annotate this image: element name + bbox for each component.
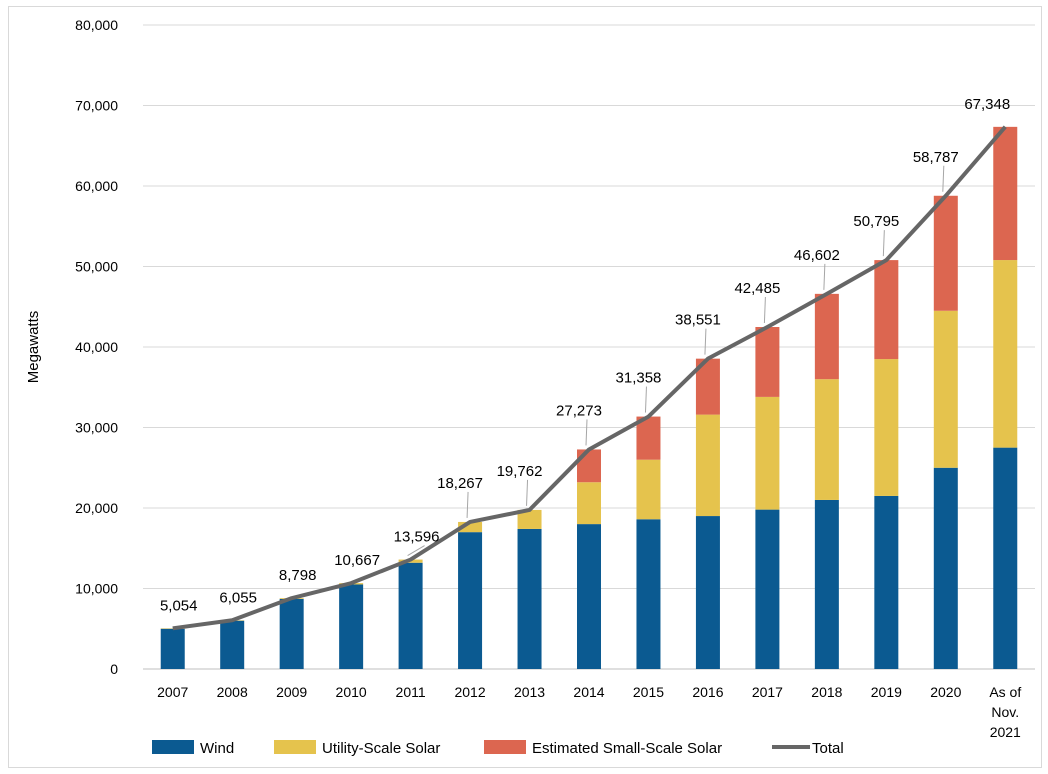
leader-line [882,230,885,257]
bar-utility-scale-solar [577,482,601,525]
bar-estimated-small-scale-solar [636,416,661,460]
bar-utility-scale-solar [636,459,661,520]
bar-utility-scale-solar [517,509,542,529]
legend-swatch [484,740,526,754]
legend-label: Estimated Small-Scale Solar [532,740,722,757]
bar-estimated-small-scale-solar [874,260,899,360]
total-label: 10,667 [334,552,380,569]
total-label: 31,358 [616,370,662,387]
x-tick-label: Nov. [991,704,1019,720]
legend-label: Total [812,740,844,757]
x-tick-label: 2011 [396,684,426,700]
leader-line [585,419,588,446]
bar-wind [279,598,304,669]
y-tick-label: 70,000 [75,98,118,114]
leader-line [407,545,425,556]
legend-label: Utility-Scale Solar [322,740,440,757]
total-label: 46,602 [794,247,840,264]
x-tick-label: 2010 [336,684,367,700]
total-label: 18,267 [437,475,483,492]
bar-wind [458,532,483,669]
total-label: 38,551 [675,312,721,329]
leader-line [526,479,529,506]
legend-swatch [274,740,316,754]
x-tick-label: As of [989,684,1021,700]
bars [160,126,1018,669]
leader-line [942,165,945,192]
total-line [172,125,1007,631]
bar-wind [814,499,839,669]
x-tick-label: 2021 [990,724,1021,740]
bar-wind [220,620,245,669]
leader-line [704,328,707,355]
legend-swatch [152,740,194,754]
y-tick-label: 40,000 [75,339,118,355]
x-tick-label: 2009 [276,684,307,700]
bar-wind [636,519,661,669]
y-tick-label: 80,000 [75,17,118,33]
bar-wind [993,447,1018,669]
bar-wind [160,628,185,669]
legend-label: Wind [200,740,234,757]
leader-line [644,386,647,413]
x-tick-label: 2015 [633,684,664,700]
total-label: 67,348 [964,96,1010,113]
bar-utility-scale-solar [755,396,780,510]
total-label: 5,054 [160,597,198,614]
total-label: 19,762 [497,463,543,480]
bar-estimated-small-scale-solar [993,126,1018,261]
total-label: 50,795 [853,213,899,230]
y-tick-label: 50,000 [75,259,118,275]
x-tick-label: 2018 [811,684,842,700]
x-tick-label: 2017 [752,684,783,700]
x-tick-label: 2016 [692,684,723,700]
bar-wind [755,509,780,669]
bar-wind [398,562,423,669]
y-tick-label: 60,000 [75,178,118,194]
bar-utility-scale-solar [458,521,483,533]
bar-wind [577,524,601,669]
leader-line [763,296,766,324]
bar-utility-scale-solar [814,379,839,500]
leader-line [466,491,469,518]
bar-utility-scale-solar [874,359,899,496]
x-tick-label: 2013 [514,684,545,700]
leader-line [823,263,826,290]
bar-estimated-small-scale-solar [755,326,780,397]
x-tick-label: 2012 [454,684,485,700]
bar-wind [695,516,720,669]
y-tick-label: 0 [110,661,118,677]
bar-estimated-small-scale-solar [814,293,839,380]
y-tick-labels: 0 10,000 20,000 30,000 40,000 50,000 60,000 70,… [75,17,118,677]
x-tick-label: 2008 [217,684,248,700]
bar-utility-scale-solar [695,414,720,517]
bar-wind [339,584,364,669]
total-label: 42,485 [734,280,780,297]
x-tick-label: 2020 [930,684,961,700]
y-axis-label: Megawatts [25,311,42,384]
total-label: 13,596 [394,529,440,546]
total-data-labels: 5,054 6,055 8,798 10,667 13,596 18,267 19,762 2… [160,96,1010,614]
x-tick-label: 2007 [157,684,188,700]
total-label: 58,787 [913,149,959,166]
bar-estimated-small-scale-solar [933,195,958,311]
legend: Wind Utility-Scale Solar Estimated Small-S… [152,740,844,757]
y-tick-label: 30,000 [75,420,118,436]
x-tick-label: 2014 [573,684,604,700]
y-tick-label: 20,000 [75,500,118,516]
bar-wind [933,467,958,669]
total-label: 8,798 [279,567,317,584]
x-tick-labels: 2007 2008 2009 2010 2011 2012 2013 2014 2015 2016… [157,684,1021,740]
bar-estimated-small-scale-solar [577,449,601,483]
bar-utility-scale-solar [933,310,958,468]
total-label: 27,273 [556,402,602,419]
total-label: 6,055 [219,589,257,606]
bar-wind [517,528,542,669]
bar-utility-scale-solar [993,260,1018,448]
y-tick-label: 10,000 [75,581,118,597]
bar-wind [874,495,899,669]
x-tick-label: 2019 [871,684,902,700]
